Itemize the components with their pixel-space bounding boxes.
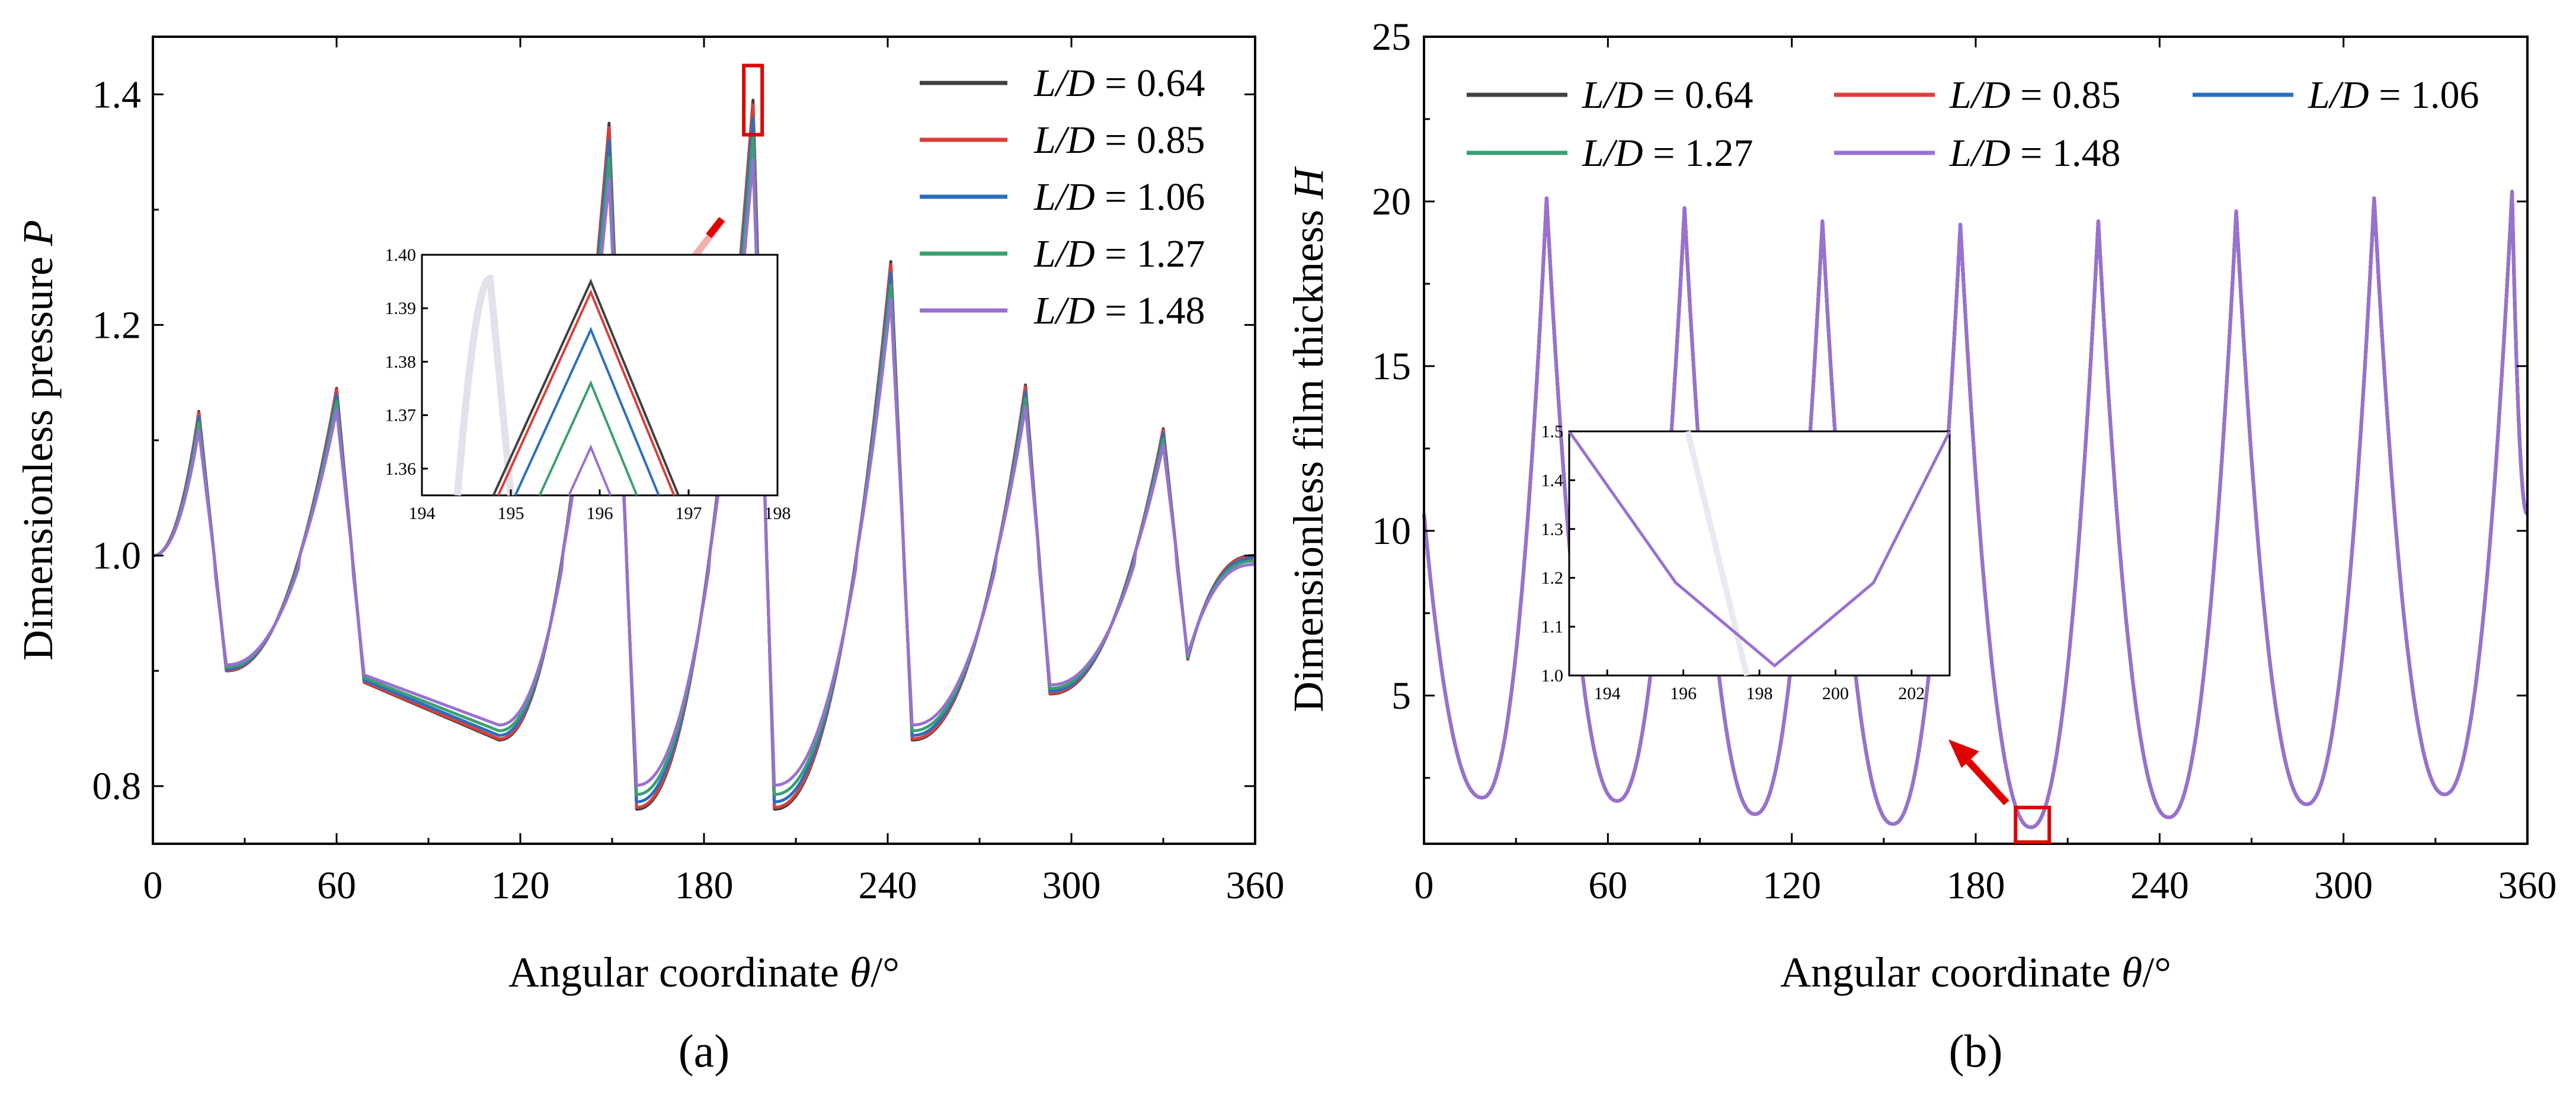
legend-label: L/D = 0.85 <box>1033 119 1205 162</box>
panel-b-x-tick-label: 300 <box>2314 864 2373 907</box>
panel-a-inset-y-tick-label: 1.39 <box>385 299 417 318</box>
panel-a-inset-y-tick-label: 1.38 <box>385 352 417 372</box>
panel-a-inset-series-line <box>538 380 638 496</box>
panel-a-x-tick-label: 180 <box>675 864 734 907</box>
panel-b-inset-x-tick-label: 194 <box>1594 684 1621 703</box>
panel-b-inset-y-tick-label: 1.2 <box>1541 568 1564 588</box>
panel-a-inset-series-line <box>492 278 680 496</box>
panel-a-x-axis-label: Angular coordinate θ/° <box>508 949 900 996</box>
panel-b-inset-x-tick-label: 198 <box>1746 684 1773 703</box>
panel-b-legend: L/D = 0.64 L/D = 0.85 L/D = 1.06 L/D = 1.27… <box>1467 73 2479 175</box>
panel-a-y-tick-label: 1.2 <box>92 303 142 347</box>
panel-a-inset-y-tick-label: 1.36 <box>385 459 417 479</box>
legend-label: L/D = 0.85 <box>1949 73 2120 117</box>
panel-b-x-tick-label: 60 <box>1588 864 1627 907</box>
panel-a-y-tick-label: 1.0 <box>92 534 142 578</box>
panel-b-inset-y-tick-label: 1.4 <box>1541 470 1564 490</box>
panel-b-inset-y-tick-label: 1.5 <box>1541 422 1564 441</box>
panel-a: 0 60 120 180 240 300 360 0.8 1.0 1.2 1.4 L/D = 0.6… <box>14 36 1285 1077</box>
panel-b-inset-x-tick-label: 200 <box>1822 684 1849 703</box>
panel-b-x-tick-label: 240 <box>2130 864 2189 907</box>
panel-b-y-tick-label: 10 <box>1372 510 1411 553</box>
panel-a-y-axis-label: Dimensionless pressure P <box>14 220 62 661</box>
panel-a-x-tick-label: 360 <box>1226 864 1285 907</box>
panel-b-inset-frame <box>1568 430 1951 677</box>
panel-b-x-axis-label: Angular coordinate θ/° <box>1780 949 2171 996</box>
legend-label: L/D = 1.48 <box>1949 132 2120 175</box>
panel-b-zoom-arrow <box>1966 758 2009 806</box>
panel-a-inset-x-tick-label: 198 <box>764 504 791 523</box>
panel-b-series-line <box>1422 190 2529 830</box>
panel-b-x-tick-label: 120 <box>1762 864 1821 907</box>
panel-a-inset-x-tick-label: 196 <box>587 504 613 523</box>
panel-a-x-tick-label: 300 <box>1042 864 1101 907</box>
panel-a-x-tick-label: 240 <box>859 864 917 907</box>
panel-a-y-tick-label: 0.8 <box>92 765 142 808</box>
legend-label: L/D = 0.64 <box>1033 62 1205 105</box>
panel-a-inset-series-line <box>568 444 612 496</box>
panel-a-x-tick-label: 60 <box>317 864 356 907</box>
panel-a-highlight-box <box>742 63 764 137</box>
panel-a-series-line <box>152 158 1257 787</box>
panel-a-x-tick-label: 120 <box>491 864 550 907</box>
panel-b-inset-y-tick-label: 1.0 <box>1541 666 1564 686</box>
panel-b-inset-y-tick-label: 1.1 <box>1541 617 1564 637</box>
panel-b-y-tick-label: 15 <box>1372 345 1411 388</box>
panel-b-y-axis-label: Dimensionless film thickness H <box>1285 166 1332 712</box>
panel-a-inset-series-line <box>514 326 660 496</box>
legend-label: L/D = 1.48 <box>1033 289 1205 332</box>
panel-a-inset-x-tick-label: 197 <box>676 504 702 523</box>
panel-a-inset-series-line <box>497 289 676 496</box>
panel-b-y-tick-label: 5 <box>1391 674 1411 718</box>
panel-b-x-tick-label: 360 <box>2498 864 2557 907</box>
panel-b-inset-x-tick-label: 202 <box>1898 684 1925 703</box>
panel-b-zoom-arrowhead <box>1948 739 1979 768</box>
panel-b-x-tick-label: 0 <box>1415 864 1434 907</box>
panel-a-inset-x-tick-label: 195 <box>498 504 524 523</box>
panel-a-caption: (a) <box>679 1025 730 1077</box>
legend-label: L/D = 0.64 <box>1582 73 1753 117</box>
panel-a-inset-x-tick-label: 194 <box>409 504 436 523</box>
panel-a-x-tick-label: 0 <box>143 864 163 907</box>
panel-a-legend: L/D = 0.64 L/D = 0.85 L/D = 1.06 L/D = 1.27… <box>920 62 1205 332</box>
panel-a-zoom-arrow-head-stroke <box>706 217 725 238</box>
panel-a-inset-y-tick-label: 1.40 <box>385 245 417 265</box>
panel-a-y-tick-label: 1.4 <box>92 73 142 116</box>
panel-a-inset-ghost-curve <box>454 274 514 496</box>
panel-a-inset-frame <box>421 254 779 497</box>
legend-label: L/D = 1.06 <box>2308 73 2479 117</box>
legend-label: L/D = 1.27 <box>1582 132 1753 175</box>
panel-a-inset-y-tick-label: 1.37 <box>385 406 417 425</box>
panel-b-highlight-box <box>2014 805 2052 844</box>
panel-b-caption: (b) <box>1949 1025 2003 1077</box>
panel-b-inset-y-tick-label: 1.3 <box>1541 520 1564 539</box>
panel-b-inset-series-line <box>1567 430 1951 668</box>
panel-b-y-tick-label: 20 <box>1372 180 1411 223</box>
panel-b-inset-x-tick-label: 196 <box>1670 684 1697 703</box>
legend-label: L/D = 1.27 <box>1033 232 1205 276</box>
legend-label: L/D = 1.06 <box>1033 175 1205 219</box>
panel-b-x-tick-label: 180 <box>1947 864 2005 907</box>
panel-b-y-tick-label: 25 <box>1372 15 1411 59</box>
